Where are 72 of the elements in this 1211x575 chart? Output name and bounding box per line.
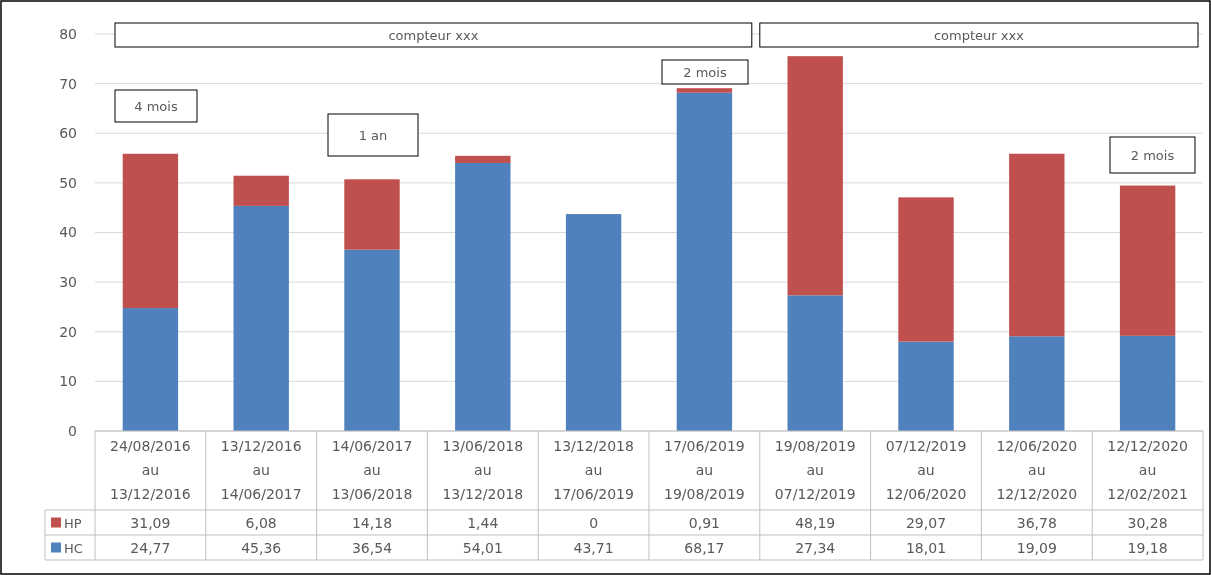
bar <box>565 214 622 431</box>
text-box: 1 an <box>327 113 419 157</box>
data-label: 30,28 <box>1127 514 1168 531</box>
x-tick-label: 14/06/2017 au 13/06/2018 <box>331 438 413 502</box>
text-box: 2 mois <box>661 59 749 85</box>
data-label: 14,18 <box>351 514 393 531</box>
bar <box>122 308 179 431</box>
bar <box>787 295 843 431</box>
x-tick-label: 07/12/2019 au 12/06/2020 <box>885 438 967 502</box>
y-tick-label: 20 <box>59 323 77 340</box>
x-tick-label: 17/06/2019 au 19/08/2019 <box>664 438 745 502</box>
bar <box>1119 335 1176 431</box>
x-tick-label: 24/08/2016 au 13/12/2016 <box>110 438 191 502</box>
bar <box>455 155 511 163</box>
bar <box>676 88 733 93</box>
y-tick-label: 60 <box>59 125 77 142</box>
annotation: 4 mois <box>134 99 178 114</box>
text-box: 4 mois <box>114 89 198 123</box>
x-tick-label: 12/06/2020 au 12/12/2020 <box>996 438 1078 502</box>
data-label: 0,91 <box>688 514 720 531</box>
text-box: compteur xxx <box>759 22 1199 48</box>
data-label: 68,17 <box>684 539 725 556</box>
bar <box>455 162 511 431</box>
data-label: 6,08 <box>245 514 277 531</box>
data-label: 0 <box>589 514 599 531</box>
data-label: 45,36 <box>241 539 282 556</box>
x-tick-label: 12/12/2020 au 12/02/2021 <box>1107 438 1188 502</box>
bar <box>1009 336 1065 431</box>
bar <box>787 56 843 296</box>
x-tick-label: 19/08/2019 au 07/12/2019 <box>774 438 856 502</box>
y-tick-label: 40 <box>59 224 77 241</box>
bar <box>1119 185 1176 336</box>
x-tick-label: 13/12/2018 au 17/06/2019 <box>553 438 634 502</box>
bar <box>344 179 400 250</box>
annotation: 2 mois <box>1130 148 1175 163</box>
bar <box>898 341 954 431</box>
x-tick-label: 13/12/2016 au 14/06/2017 <box>220 438 302 502</box>
data-label: 18,01 <box>905 539 947 556</box>
bar <box>676 92 733 431</box>
legend-label: HP <box>64 515 82 531</box>
data-label: 19,09 <box>1016 539 1057 556</box>
bar <box>233 175 289 206</box>
text-box: compteur xxx <box>114 22 753 48</box>
data-label: 27,34 <box>795 539 836 556</box>
y-tick-label: 0 <box>68 422 77 439</box>
data-label: 24,77 <box>130 539 171 556</box>
annotation: 1 an <box>358 128 388 143</box>
bar <box>122 153 179 309</box>
annotation: compteur xxx <box>388 28 479 43</box>
data-label: 19,18 <box>1127 539 1168 556</box>
bar <box>1009 153 1065 337</box>
annotation: compteur xxx <box>933 28 1025 43</box>
x-tick-label: 13/06/2018 au 13/12/2018 <box>442 438 524 502</box>
y-tick-label: 10 <box>59 373 77 390</box>
data-label: 54,01 <box>462 539 503 556</box>
bar <box>898 197 954 342</box>
data-label: 48,19 <box>795 514 836 531</box>
data-label: 43,71 <box>573 539 614 556</box>
annotation: 2 mois <box>683 65 727 80</box>
y-tick-label: 50 <box>59 174 77 191</box>
bar <box>233 205 289 431</box>
data-label: 31,09 <box>130 514 171 531</box>
data-label: 36,78 <box>1016 514 1057 531</box>
data-label: 36,54 <box>351 539 393 556</box>
y-tick-label: 70 <box>59 75 77 92</box>
y-tick-label: 80 <box>59 25 77 42</box>
text-box: 2 mois <box>1109 136 1196 174</box>
legend-label: HC <box>64 540 83 556</box>
data-label: 29,07 <box>905 514 947 531</box>
data-label: 1,44 <box>467 514 499 531</box>
bar <box>344 249 400 431</box>
y-tick-label: 30 <box>59 274 77 291</box>
